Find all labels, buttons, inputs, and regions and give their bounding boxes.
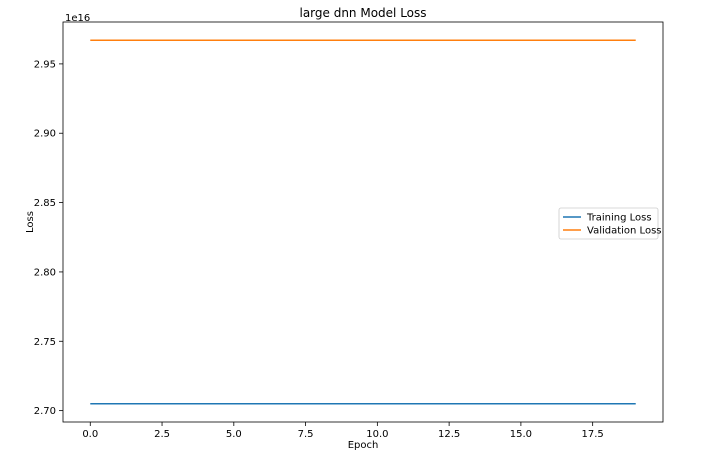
x-tick-label: 17.5 (582, 429, 604, 440)
x-axis-label: Epoch (348, 440, 379, 451)
y-tick-label: 2.90 (34, 129, 56, 140)
plot-area (62, 21, 664, 423)
chart-title: large dnn Model Loss (299, 6, 426, 20)
x-tick-label: 12.5 (438, 429, 460, 440)
legend: Training Loss Validation Loss (558, 207, 662, 240)
y-tick-label: 2.95 (34, 59, 56, 70)
axes-frame (62, 21, 664, 423)
x-tick-label: 2.5 (154, 429, 170, 440)
x-tick-label: 5.0 (226, 429, 242, 440)
y-offset-label: 1e16 (65, 13, 90, 24)
x-tick-label: 15.0 (510, 429, 532, 440)
legend-box (558, 207, 659, 240)
x-tick-label: 0.0 (82, 429, 98, 440)
y-tick-label: 2.85 (34, 198, 56, 209)
y-axis-ticks: 2.70 2.75 2.80 2.85 2.90 2.95 (34, 59, 63, 417)
y-tick-label: 2.80 (34, 267, 56, 278)
y-tick-label: 2.70 (34, 406, 56, 417)
y-axis-label: Loss (25, 211, 36, 233)
legend-label-0: Training Loss (586, 213, 652, 224)
x-tick-label: 10.0 (366, 429, 388, 440)
x-axis-ticks: 0.0 2.5 5.0 7.5 10.0 12.5 15.0 17.5 (82, 422, 604, 440)
legend-label-1: Validation Loss (587, 226, 662, 237)
x-tick-label: 7.5 (298, 429, 314, 440)
y-tick-label: 2.75 (34, 337, 56, 348)
